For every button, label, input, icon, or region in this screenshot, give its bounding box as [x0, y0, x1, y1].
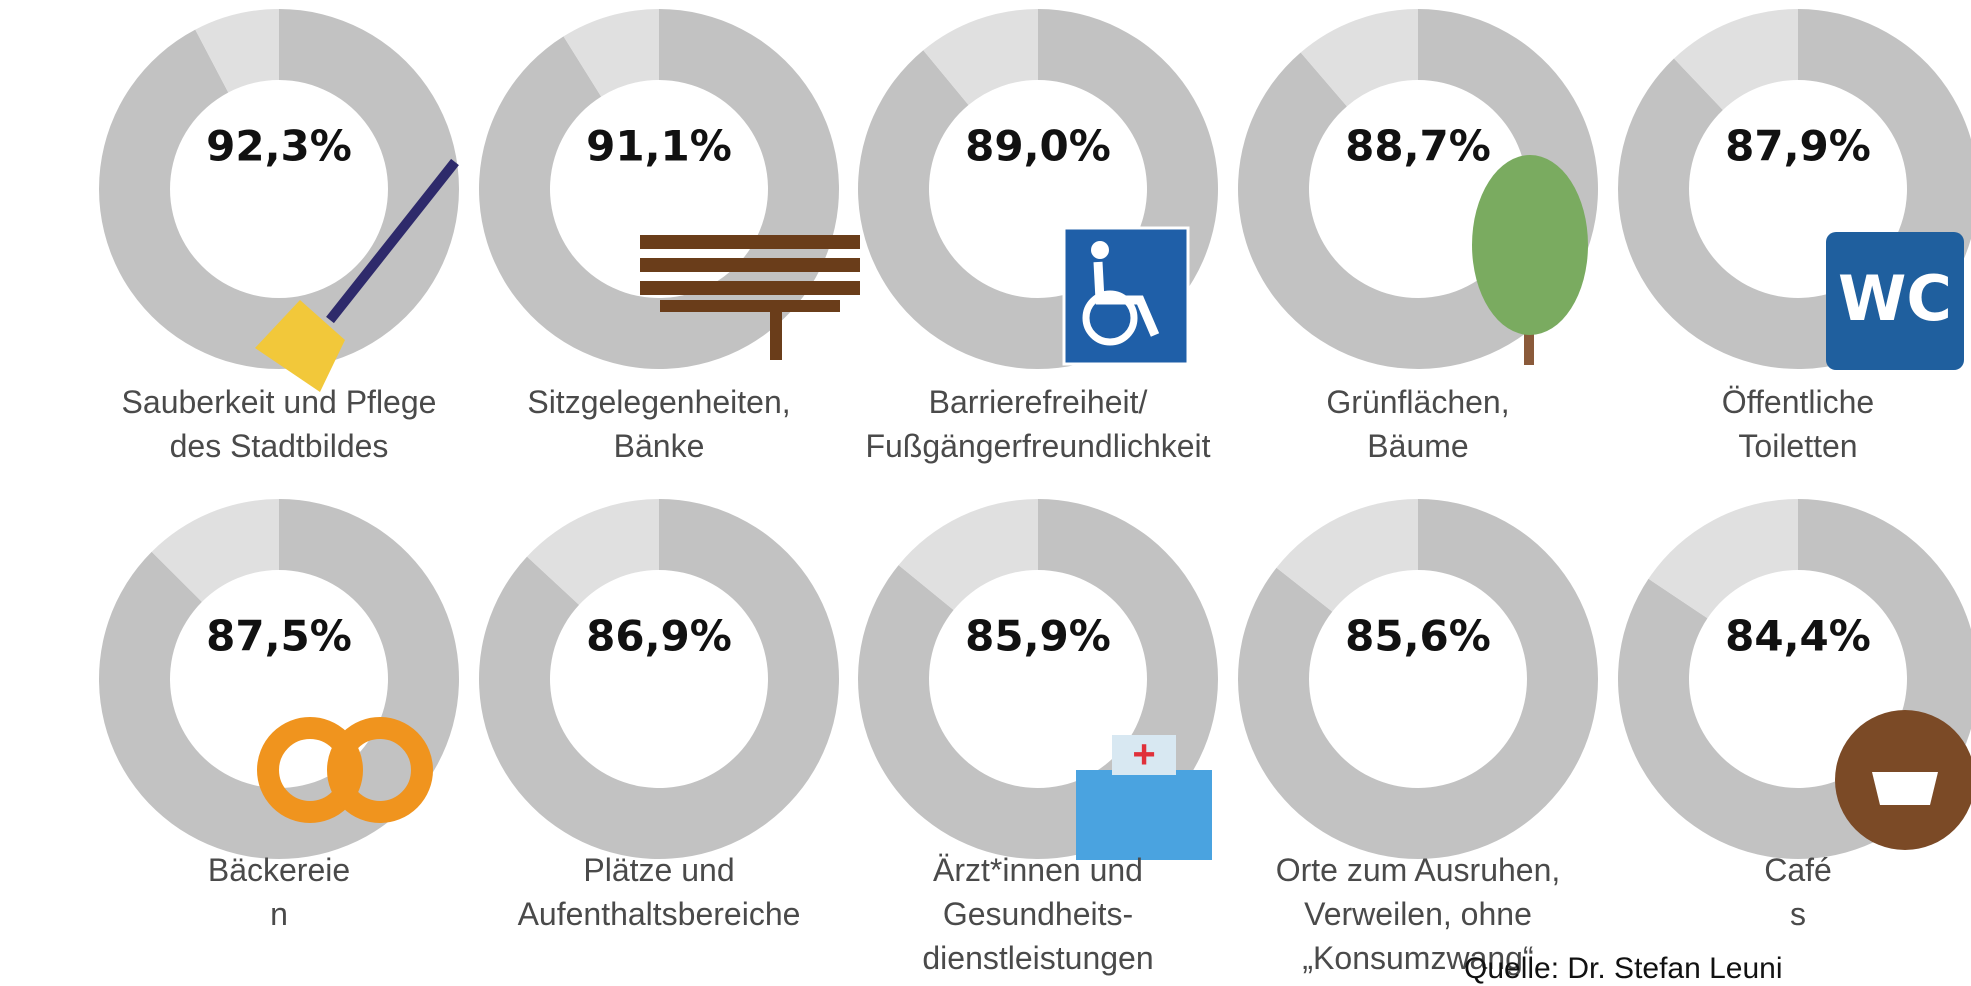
value-label: 86,9% [586, 612, 732, 661]
icon-wheelchair [1062, 226, 1190, 366]
category-label: Barrierefreiheit/ Fußgängerfreundlichkei… [865, 384, 1211, 464]
donut-remainder [898, 499, 1038, 611]
category-label: Öffentliche Toiletten [1721, 384, 1875, 464]
value-label: 85,9% [965, 612, 1111, 661]
icon-pretzel [257, 717, 433, 823]
category-label: Plätze und Aufenthaltsbereiche [517, 852, 801, 932]
value-label: 87,5% [206, 612, 352, 661]
donut-slice [478, 9, 839, 369]
donut-slice [98, 9, 460, 369]
category-label: Orte zum Ausruhen, Verweilen, ohne „Kons… [1275, 852, 1561, 976]
value-label: 92,3% [206, 122, 352, 171]
category-label: Sitzgelegenheiten, Bänke [527, 384, 791, 464]
donut-remainder [923, 9, 1038, 106]
category-label: Ärzt*innen und Gesundheits- dienstleistu… [922, 852, 1154, 976]
donut-remainder [1300, 9, 1418, 107]
donut-remainder [1648, 499, 1798, 619]
donut-remainder [195, 9, 279, 93]
value-label: 89,0% [965, 122, 1111, 171]
donut-remainder [563, 9, 659, 97]
category-label: Café s [1764, 852, 1832, 932]
donut-remainder [151, 498, 279, 602]
donut-slice [1238, 499, 1599, 860]
value-label: 85,6% [1345, 612, 1491, 661]
value-label: 84,4% [1725, 612, 1871, 661]
donut-slice [98, 499, 459, 859]
donut-remainder [1673, 9, 1798, 111]
source: Quelle: Dr. Stefan Leuni [1464, 952, 1783, 985]
svg-text:+: + [1132, 733, 1155, 777]
donut-remainder [527, 499, 659, 605]
icon-bench [640, 235, 860, 360]
icon-coffee [1835, 710, 1971, 850]
icon-hospital: + [1076, 733, 1212, 860]
value-label: 87,9% [1725, 122, 1871, 171]
donut-remainder [1276, 499, 1418, 612]
category-label: Bäckereie n [207, 852, 351, 932]
category-label: Grünflächen, Bäume [1326, 384, 1510, 464]
svg-text:WC: WC [1838, 262, 1952, 335]
icon-wc: WC [1826, 232, 1964, 370]
icon-broom [255, 158, 459, 392]
category-label: Sauberkeit und Pflege des Stadtbildes [121, 384, 437, 464]
icon-tree [1472, 155, 1588, 365]
donut-slice [479, 499, 839, 860]
value-label: 88,7% [1345, 122, 1491, 171]
value-label: 91,1% [586, 122, 732, 171]
